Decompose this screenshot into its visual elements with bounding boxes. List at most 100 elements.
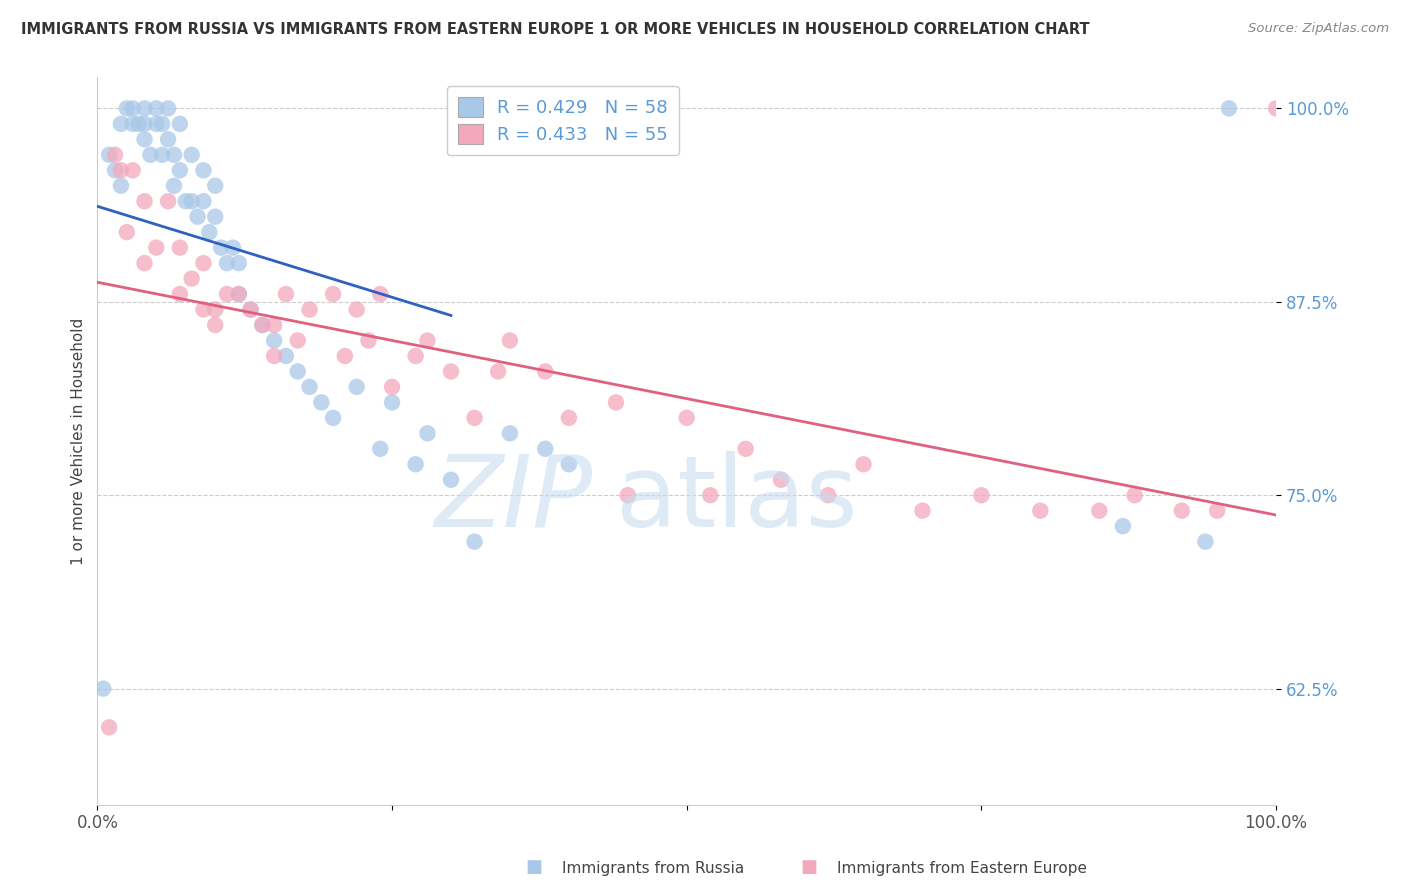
Point: [298, 302, 321, 317]
Point: [98, 148, 121, 162]
Point: [174, 194, 197, 209]
Point: [121, 117, 143, 131]
Point: [1123, 488, 1146, 502]
Point: [228, 287, 250, 301]
Point: [499, 426, 522, 441]
Point: [134, 132, 156, 146]
Text: Immigrants from Eastern Europe: Immigrants from Eastern Europe: [837, 861, 1087, 876]
Point: [98, 720, 121, 734]
Point: [558, 457, 581, 471]
Point: [145, 117, 167, 131]
Point: [440, 473, 463, 487]
Point: [734, 442, 756, 456]
Point: [675, 410, 697, 425]
Point: [852, 457, 875, 471]
Point: [139, 148, 162, 162]
Point: [157, 194, 180, 209]
Point: [346, 302, 368, 317]
Point: [228, 256, 250, 270]
Point: [322, 410, 344, 425]
Point: [1206, 504, 1229, 518]
Point: [1171, 504, 1194, 518]
Point: [145, 102, 167, 116]
Point: [1088, 504, 1111, 518]
Point: [534, 364, 557, 378]
Point: [193, 163, 215, 178]
Point: [405, 349, 427, 363]
Point: [198, 225, 221, 239]
Text: ■: ■: [526, 858, 543, 876]
Point: [204, 210, 226, 224]
Point: [187, 210, 209, 224]
Point: [346, 380, 368, 394]
Point: [169, 163, 191, 178]
Point: [215, 287, 238, 301]
Point: [252, 318, 274, 332]
Point: [209, 241, 232, 255]
Point: [134, 102, 156, 116]
Point: [145, 241, 167, 255]
Point: [228, 287, 250, 301]
Point: [357, 334, 380, 348]
Point: [110, 163, 132, 178]
Point: [322, 287, 344, 301]
Point: [204, 318, 226, 332]
Point: [222, 241, 245, 255]
Point: [104, 163, 127, 178]
Text: atlas: atlas: [616, 450, 858, 548]
Text: Immigrants from Russia: Immigrants from Russia: [562, 861, 745, 876]
Point: [115, 102, 138, 116]
Point: [699, 488, 721, 502]
Point: [263, 334, 285, 348]
Point: [333, 349, 356, 363]
Text: IMMIGRANTS FROM RUSSIA VS IMMIGRANTS FROM EASTERN EUROPE 1 OR MORE VEHICLES IN H: IMMIGRANTS FROM RUSSIA VS IMMIGRANTS FRO…: [21, 22, 1090, 37]
Point: [150, 117, 173, 131]
Point: [534, 442, 557, 456]
Point: [368, 442, 391, 456]
Point: [298, 380, 321, 394]
Point: [368, 287, 391, 301]
Point: [110, 117, 132, 131]
Point: [169, 117, 191, 131]
Point: [499, 334, 522, 348]
Point: [817, 488, 839, 502]
Point: [486, 364, 509, 378]
Point: [239, 302, 262, 317]
Point: [440, 364, 463, 378]
Point: [163, 148, 186, 162]
Point: [91, 681, 114, 696]
Point: [263, 349, 285, 363]
Point: [617, 488, 640, 502]
Point: [134, 194, 156, 209]
Point: [193, 302, 215, 317]
Point: [416, 334, 439, 348]
Point: [121, 163, 143, 178]
Point: [215, 256, 238, 270]
Point: [163, 178, 186, 193]
Point: [1218, 102, 1240, 116]
Point: [1112, 519, 1135, 533]
Point: [464, 410, 486, 425]
Point: [180, 148, 202, 162]
Point: [193, 194, 215, 209]
Point: [1194, 534, 1216, 549]
Point: [134, 256, 156, 270]
Point: [204, 178, 226, 193]
Text: ZIP: ZIP: [434, 450, 592, 548]
Point: [287, 334, 309, 348]
Text: Source: ZipAtlas.com: Source: ZipAtlas.com: [1249, 22, 1389, 36]
Point: [769, 473, 792, 487]
Point: [1265, 102, 1288, 116]
Point: [311, 395, 333, 409]
Point: [115, 225, 138, 239]
Legend: R = 0.429   N = 58, R = 0.433   N = 55: R = 0.429 N = 58, R = 0.433 N = 55: [447, 87, 679, 155]
Point: [110, 178, 132, 193]
Point: [605, 395, 627, 409]
Point: [180, 194, 202, 209]
Point: [169, 241, 191, 255]
Point: [405, 457, 427, 471]
Point: [252, 318, 274, 332]
Point: [128, 117, 150, 131]
Point: [381, 380, 404, 394]
Point: [274, 287, 297, 301]
